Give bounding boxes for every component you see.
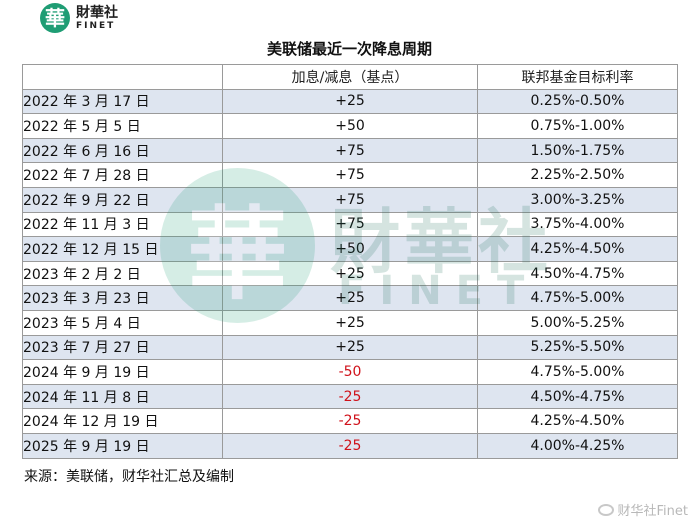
cell-change: +75 [222,186,478,213]
table-row: 2022 年 11 月 3 日 +75 3.75%-4.00% [22,211,678,238]
cell-change: +75 [222,211,478,238]
cell-date: 2022 年 3 月 17 日 [22,88,223,115]
cell-rate: 4.25%-4.50% [477,408,678,434]
header-rate: 联邦基金目标利率 [477,64,678,90]
weibo-icon [597,503,614,516]
header-change: 加息/减息（基点） [222,64,478,90]
table-row: 2025 年 9 月 19 日 -25 4.00%-4.25% [22,432,678,459]
header-date [22,64,223,90]
cell-rate: 1.50%-1.75% [477,137,678,164]
table-row: 2023 年 3 月 23 日 +25 4.75%-5.00% [22,285,678,311]
cell-date: 2022 年 7 月 28 日 [22,162,223,188]
cell-change: -25 [222,383,478,410]
cell-date: 2022 年 12 月 15 日 [22,236,223,262]
cell-change: +25 [222,334,478,361]
cell-change: +50 [222,236,478,262]
cell-rate: 4.75%-5.00% [477,359,678,385]
cell-rate: 4.50%-4.75% [477,260,678,287]
finet-logo-mark: 華 [40,3,70,33]
table-row: 2024 年 9 月 19 日 -50 4.75%-5.00% [22,359,678,385]
cell-rate: 0.75%-1.00% [477,113,678,139]
cell-date: 2022 年 9 月 22 日 [22,186,223,213]
cell-change: +25 [222,285,478,311]
weibo-label: 财华社Finet [617,504,688,519]
cell-date: 2024 年 11 月 8 日 [22,383,223,410]
cell-date: 2022 年 5 月 5 日 [22,113,223,139]
cell-rate: 5.00%-5.25% [477,309,678,336]
cell-change: +75 [222,137,478,164]
table-row: 2022 年 7 月 28 日 +75 2.25%-2.50% [22,162,678,188]
table-row: 2022 年 9 月 22 日 +75 3.00%-3.25% [22,186,678,213]
table-row: 2022 年 3 月 17 日 +25 0.25%-0.50% [22,88,678,115]
table-row: 2023 年 5 月 4 日 +25 5.00%-5.25% [22,309,678,336]
table-row: 2023 年 2 月 2 日 +25 4.50%-4.75% [22,260,678,287]
table-row: 2023 年 7 月 27 日 +25 5.25%-5.50% [22,334,678,361]
finet-logo-text: 財華社 FINET [76,6,118,31]
cell-rate: 0.25%-0.50% [477,88,678,115]
table-title: 美联储最近一次降息周期 [266,40,432,58]
cell-change: -25 [222,432,478,459]
cell-change: +25 [222,260,478,287]
table-row: 2024 年 11 月 8 日 -25 4.50%-4.75% [22,383,678,410]
cell-rate: 4.00%-4.25% [477,432,678,459]
finet-logo: 華 財華社 FINET [40,3,118,33]
table-row: 2022 年 12 月 15 日 +50 4.25%-4.50% [22,236,678,262]
table-row: 2024 年 12 月 19 日 -25 4.25%-4.50% [22,408,678,434]
cell-change: +25 [222,309,478,336]
source-note: 来源：美联储，财华社汇总及编制 [24,469,234,485]
cell-date: 2023 年 5 月 4 日 [22,309,223,336]
cell-change: +50 [222,113,478,139]
cell-date: 2025 年 9 月 19 日 [22,432,223,459]
cell-rate: 3.75%-4.00% [477,211,678,238]
cell-rate: 3.00%-3.25% [477,186,678,213]
weibo-credit: 财华社Finet [597,500,688,519]
cell-change: +25 [222,88,478,115]
table-row: 2022 年 6 月 16 日 +75 1.50%-1.75% [22,137,678,164]
cell-date: 2023 年 7 月 27 日 [22,334,223,361]
cell-date: 2024 年 9 月 19 日 [22,359,223,385]
table-row: 2022 年 5 月 5 日 +50 0.75%-1.00% [22,113,678,139]
cell-date: 2022 年 6 月 16 日 [22,137,223,164]
cell-date: 2024 年 12 月 19 日 [22,408,223,434]
cell-rate: 4.25%-4.50% [477,236,678,262]
cell-date: 2023 年 3 月 23 日 [22,285,223,311]
finet-logo-cn: 財華社 [76,4,118,21]
cell-rate: 4.75%-5.00% [477,285,678,311]
cell-change: -50 [222,359,478,385]
cell-date: 2023 年 2 月 2 日 [22,260,223,287]
rate-table: 加息/减息（基点） 联邦基金目标利率 2022 年 3 月 17 日 +25 0.2… [22,64,678,459]
cell-date: 2022 年 11 月 3 日 [22,211,223,238]
table-header-row: 加息/减息（基点） 联邦基金目标利率 [22,64,678,90]
cell-rate: 4.50%-4.75% [477,383,678,410]
finet-logo-en: FINET [76,20,116,31]
cell-rate: 5.25%-5.50% [477,334,678,361]
cell-change: +75 [222,162,478,188]
cell-change: -25 [222,408,478,434]
cell-rate: 2.25%-2.50% [477,162,678,188]
